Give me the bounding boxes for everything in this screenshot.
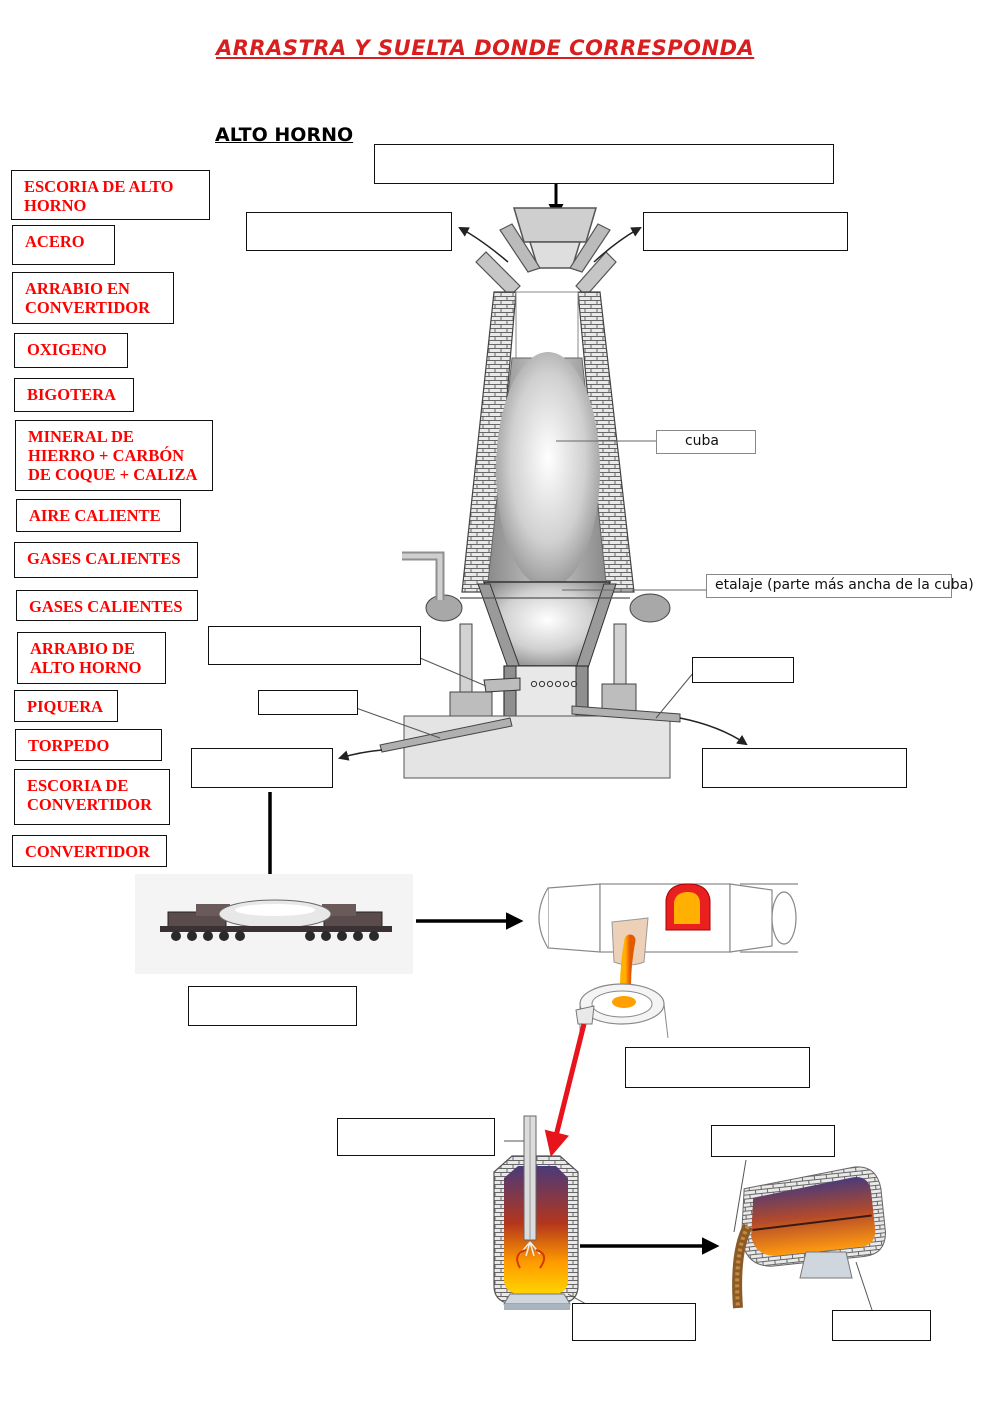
drop-box-tap-hole-small[interactable] (258, 690, 358, 715)
diagram-subtitle: ALTO HORNO (215, 124, 354, 146)
tile-torpedo[interactable]: TORPEDO (15, 729, 162, 761)
drop-box-torpedo[interactable] (188, 986, 357, 1026)
tile-aire-caliente[interactable]: AIRE CALIENTE (16, 499, 181, 532)
drop-box-gases-right[interactable] (643, 212, 848, 251)
tile-convertidor[interactable]: CONVERTIDOR (12, 835, 167, 867)
tile-mineral-carbon-caliza[interactable]: MINERAL DE HIERRO + CARBÓN DE COQUE + CA… (15, 420, 213, 491)
drop-box-right-small[interactable] (692, 657, 794, 683)
tile-piquera[interactable]: PIQUERA (14, 690, 118, 722)
etalaje-label: etalaje (parte más ancha de la cuba) (706, 574, 974, 598)
drop-box-furnace-charge[interactable] (374, 144, 834, 184)
tile-acero[interactable]: ACERO (12, 225, 115, 265)
drop-box-slag-out[interactable] (702, 748, 907, 788)
drop-box-pig-iron-converter[interactable] (625, 1047, 810, 1088)
cuba-label: cuba (656, 430, 756, 454)
drop-box-slag-converter[interactable] (711, 1125, 835, 1157)
tile-arrabio-alto-horno[interactable]: ARRABIO DE ALTO HORNO (17, 632, 166, 684)
drop-box-gases-left[interactable] (246, 212, 452, 251)
drop-box-steel[interactable] (832, 1310, 931, 1341)
page-title: ARRASTRA Y SUELTA DONDE CORRESPONDA (216, 36, 755, 60)
tile-gases-calientes-2[interactable]: GASES CALIENTES (16, 590, 198, 621)
tile-oxigeno[interactable]: OXIGENO (14, 333, 128, 368)
tile-escoria-alto-horno[interactable]: ESCORIA DE ALTO HORNO (11, 170, 210, 220)
tile-escoria-convertidor[interactable]: ESCORIA DE CONVERTIDOR (14, 769, 170, 825)
drop-box-pig-iron-out[interactable] (191, 748, 333, 788)
drop-box-hot-air[interactable] (208, 626, 421, 665)
drop-box-converter[interactable] (572, 1303, 696, 1341)
tile-arrabio-en-convertidor[interactable]: ARRABIO EN CONVERTIDOR (12, 272, 174, 324)
tile-bigotera[interactable]: BIGOTERA (14, 378, 134, 412)
tile-gases-calientes-1[interactable]: GASES CALIENTES (14, 542, 198, 578)
drop-box-oxygen[interactable] (337, 1118, 495, 1156)
